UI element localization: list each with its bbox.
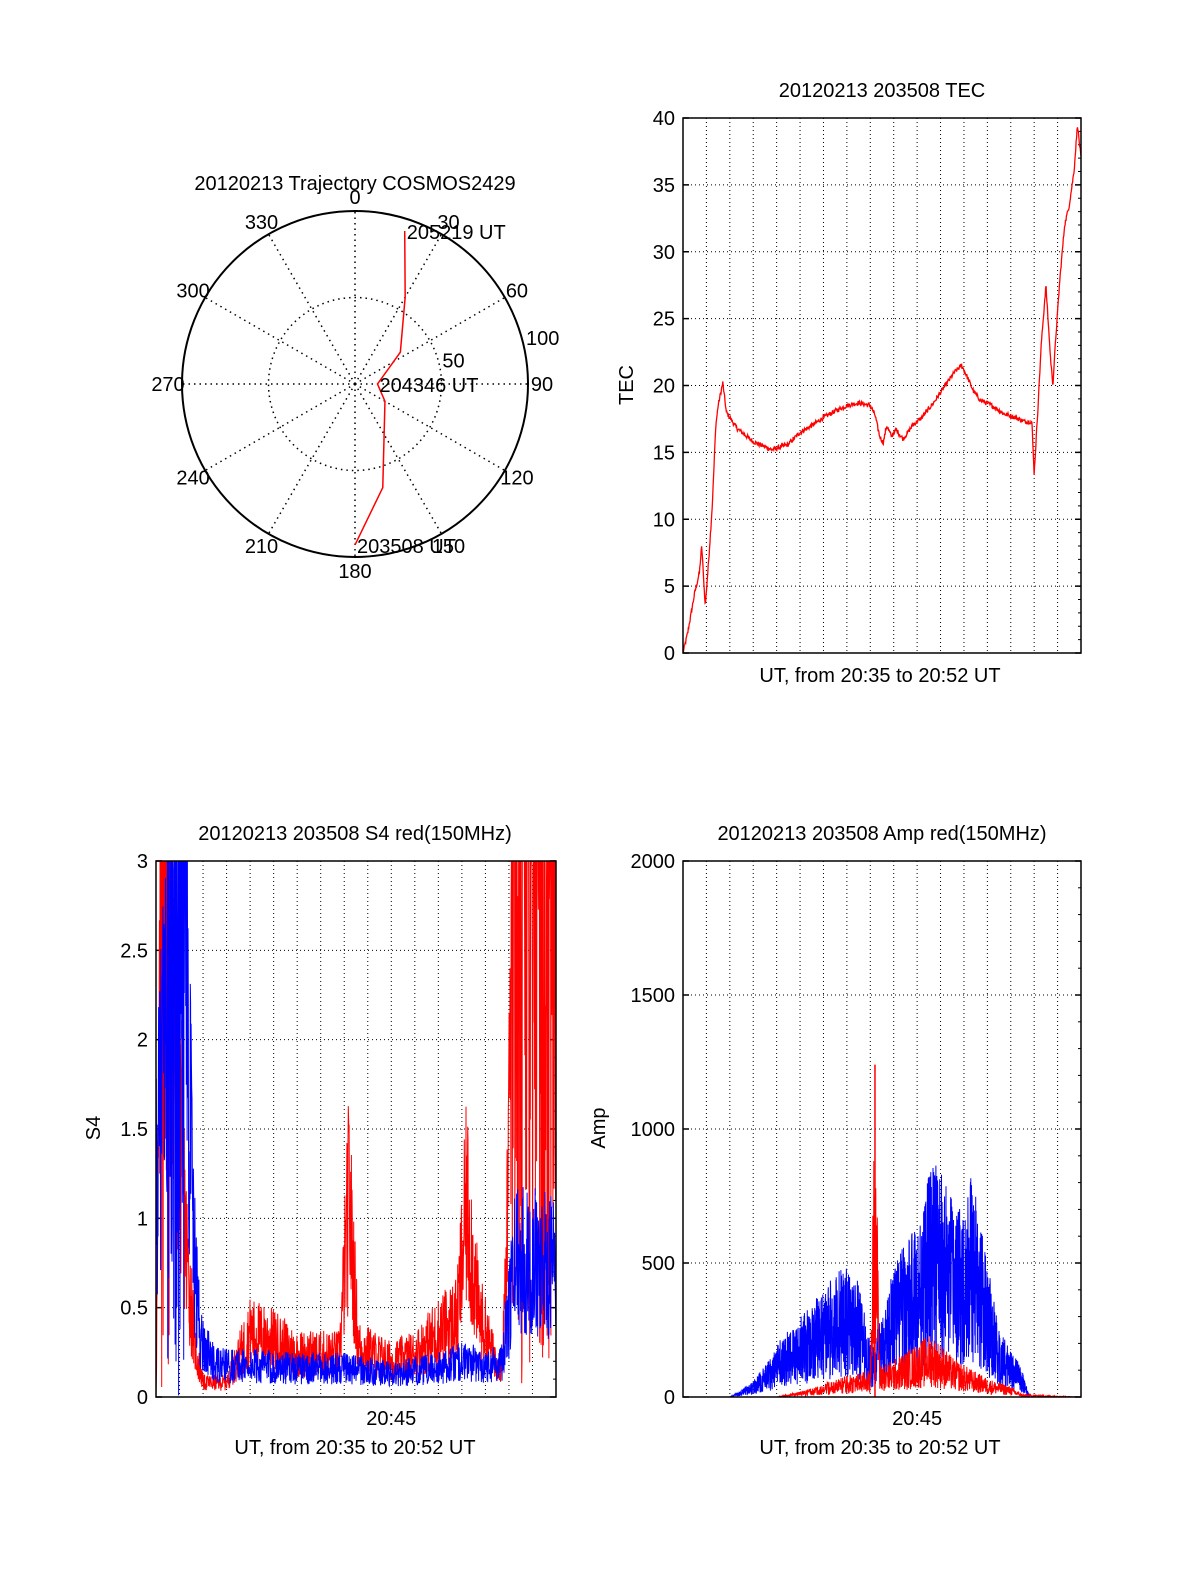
trajectory-time-label: 205219 UT <box>407 222 506 244</box>
y-tick-label: 500 <box>642 1253 675 1275</box>
polar-spoke <box>267 383 356 535</box>
y-tick-label: 3 <box>137 851 148 873</box>
y-tick-label: 0 <box>137 1387 148 1409</box>
x-tick-label: 20:45 <box>366 1408 416 1430</box>
y-tick-label: 40 <box>653 108 675 130</box>
y-tick-label: 2 <box>137 1030 148 1052</box>
polar-spoke <box>204 296 356 385</box>
polar-trajectory-plot: 20120213 Trajectory COSMOS2429 0 30 60 90 12… <box>151 173 559 583</box>
y-tick-label: 2.5 <box>120 940 148 962</box>
polar-spoke <box>354 233 443 385</box>
s4-plot: 20120213 203508 S4 red(150MHz) UT, from … <box>83 823 557 1459</box>
y-tick-label: 35 <box>653 175 675 197</box>
y-tick-label: 25 <box>653 309 675 331</box>
polar-radial-tick: 50 <box>442 351 464 373</box>
y-tick-label: 15 <box>653 442 675 464</box>
polar-angle-ticks: 0 30 60 90 120 150 180 210 240 270 300 330 <box>151 187 553 583</box>
tec-plot: 20120213 203508 TEC UT, from 20:35 to 20… <box>616 80 1082 687</box>
axes-frame <box>682 117 1082 654</box>
polar-title: 20120213 Trajectory COSMOS2429 <box>194 173 515 195</box>
polar-angle-tick: 150 <box>432 536 465 558</box>
polar-spoke <box>354 383 506 472</box>
x-tick-label: 20:45 <box>892 1408 942 1430</box>
polar-spoke <box>354 296 506 385</box>
y-tick-label: 1 <box>137 1208 148 1230</box>
polar-trajectory <box>354 230 406 546</box>
y-tick-label: 30 <box>653 242 675 264</box>
tec-xlabel: UT, from 20:35 to 20:52 UT <box>759 665 1000 687</box>
y-tick-label: 10 <box>653 509 675 531</box>
y-tick-label: 20 <box>653 376 675 398</box>
grid-lines <box>683 860 1081 1398</box>
polar-annotations: 205219 UT 204346 UT 203508 UT <box>357 222 506 558</box>
grid-lines <box>683 117 1081 654</box>
polar-angle-tick: 180 <box>338 561 371 583</box>
axes-frame <box>682 860 1082 1398</box>
s4-title: 20120213 203508 S4 red(150MHz) <box>198 823 512 845</box>
tec-series-line <box>682 127 1082 653</box>
polar-angle-tick: 120 <box>500 468 533 490</box>
y-tick-label: 0 <box>664 643 675 665</box>
polar-spoke <box>267 233 356 385</box>
s4-blue-series <box>156 861 556 1396</box>
amp-red-series <box>683 1160 1081 1397</box>
y-tick-label: 2000 <box>631 851 676 873</box>
polar-spoke <box>354 383 443 535</box>
polar-angle-tick: 30 <box>437 212 459 234</box>
polar-outer-circle <box>181 210 529 558</box>
axes-frame <box>155 860 557 1398</box>
y-tick-label: 1000 <box>631 1119 676 1141</box>
polar-spoke <box>204 383 356 472</box>
y-tick-label: 0 <box>664 1387 675 1409</box>
amp-xlabel: UT, from 20:35 to 20:52 UT <box>759 1437 1000 1459</box>
tec-title: 20120213 203508 TEC <box>779 80 985 102</box>
amp-ylabel: Amp <box>588 1107 610 1148</box>
y-tick-label: 1500 <box>631 985 676 1007</box>
polar-angle-tick: 210 <box>245 536 278 558</box>
polar-angle-tick: 300 <box>176 281 209 303</box>
polar-angle-tick: 60 <box>506 281 528 303</box>
s4-red-series <box>156 861 556 1397</box>
tec-ylabel: TEC <box>616 365 638 405</box>
polar-radial-ticks: 50 100 <box>442 328 559 372</box>
polar-angle-tick: 240 <box>176 468 209 490</box>
polar-angle-tick: 330 <box>245 212 278 234</box>
y-tick-label: 0.5 <box>120 1298 148 1320</box>
s4-ylabel: S4 <box>83 1116 105 1140</box>
polar-grid <box>181 210 529 558</box>
polar-grid-circle <box>267 296 443 472</box>
amp-plot: 20120213 203508 Amp red(150MHz) UT, from… <box>588 823 1082 1459</box>
polar-angle-tick: 270 <box>151 374 184 396</box>
polar-angle-tick: 90 <box>531 374 553 396</box>
s4-series <box>156 861 556 1397</box>
y-tick-label: 5 <box>664 576 675 598</box>
trajectory-time-label: 204346 UT <box>379 375 478 397</box>
amp-blue-series <box>683 1165 1081 1397</box>
polar-angle-tick: 0 <box>349 187 360 209</box>
trajectory-line <box>354 230 406 546</box>
s4-xlabel: UT, from 20:35 to 20:52 UT <box>234 1437 475 1459</box>
polar-radial-tick: 100 <box>526 328 559 350</box>
trajectory-time-label: 203508 UT <box>357 536 456 558</box>
amp-series <box>683 1064 1081 1397</box>
y-tick-label: 1.5 <box>120 1119 148 1141</box>
amp-title: 20120213 203508 Amp red(150MHz) <box>717 823 1046 845</box>
